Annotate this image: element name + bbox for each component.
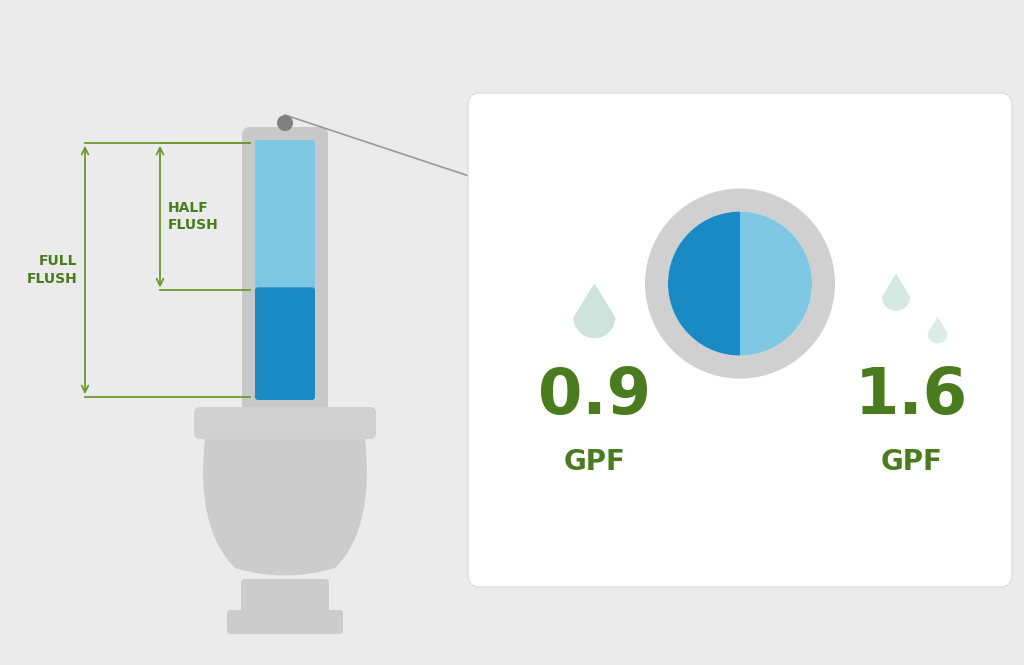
Polygon shape [668, 211, 740, 356]
PathPatch shape [203, 438, 367, 575]
FancyBboxPatch shape [241, 579, 329, 617]
Circle shape [668, 211, 812, 356]
FancyBboxPatch shape [255, 287, 315, 400]
Polygon shape [882, 273, 910, 311]
Text: GPF: GPF [563, 448, 626, 476]
Text: 1.6: 1.6 [855, 365, 969, 428]
FancyBboxPatch shape [468, 93, 1012, 587]
Text: 0.9: 0.9 [538, 365, 651, 428]
Circle shape [278, 115, 293, 131]
Text: GPF: GPF [881, 448, 942, 476]
Text: FULL
FLUSH: FULL FLUSH [27, 254, 77, 286]
FancyBboxPatch shape [227, 610, 343, 634]
Polygon shape [740, 211, 812, 356]
Text: HALF
FLUSH: HALF FLUSH [168, 201, 219, 232]
FancyBboxPatch shape [255, 140, 315, 293]
Polygon shape [928, 317, 947, 343]
FancyBboxPatch shape [242, 127, 328, 413]
FancyBboxPatch shape [194, 407, 376, 439]
Polygon shape [573, 283, 615, 338]
Circle shape [645, 189, 835, 378]
